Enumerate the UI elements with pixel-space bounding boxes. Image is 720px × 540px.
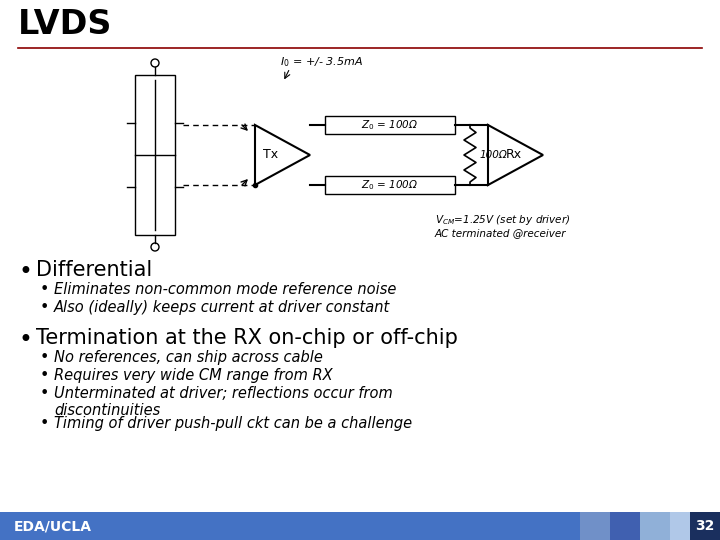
Text: •: • — [40, 368, 50, 383]
Text: Differential: Differential — [36, 260, 152, 280]
Text: I$_0$ = +/- 3.5mA: I$_0$ = +/- 3.5mA — [280, 55, 363, 69]
Text: Requires very wide CM range from RX: Requires very wide CM range from RX — [54, 368, 333, 383]
Text: EDA/UCLA: EDA/UCLA — [14, 519, 92, 533]
Text: Z$_0$ = 100Ω: Z$_0$ = 100Ω — [361, 178, 418, 192]
Bar — [610, 512, 640, 540]
Text: •: • — [18, 260, 32, 284]
Text: Z$_0$ = 100Ω: Z$_0$ = 100Ω — [361, 118, 418, 132]
Bar — [670, 512, 700, 540]
Bar — [0, 512, 580, 540]
Text: Also (ideally) keeps current at driver constant: Also (ideally) keeps current at driver c… — [54, 300, 390, 315]
Text: Eliminates non-common mode reference noise: Eliminates non-common mode reference noi… — [54, 282, 397, 297]
Text: Timing of driver push-pull ckt can be a challenge: Timing of driver push-pull ckt can be a … — [54, 416, 412, 431]
Text: •: • — [40, 300, 50, 315]
Text: V$_{CM}$=1.25V (set by driver): V$_{CM}$=1.25V (set by driver) — [435, 213, 570, 227]
Text: 32: 32 — [696, 519, 715, 533]
FancyBboxPatch shape — [325, 116, 455, 134]
Text: No references, can ship across cable: No references, can ship across cable — [54, 350, 323, 365]
Text: •: • — [40, 386, 50, 401]
Text: Rx: Rx — [506, 148, 522, 161]
Text: •: • — [40, 282, 50, 297]
Text: •: • — [40, 350, 50, 365]
Text: Termination at the RX on-chip or off-chip: Termination at the RX on-chip or off-chi… — [36, 328, 458, 348]
Bar — [640, 512, 670, 540]
Bar — [135, 75, 175, 235]
Bar — [580, 512, 610, 540]
Bar — [690, 512, 720, 540]
Text: •: • — [40, 416, 50, 431]
Text: AC terminated @receiver: AC terminated @receiver — [435, 228, 567, 238]
Text: 100Ω: 100Ω — [480, 150, 508, 160]
Text: •: • — [18, 328, 32, 352]
FancyBboxPatch shape — [325, 176, 455, 194]
Text: Tx: Tx — [263, 148, 278, 161]
Text: Unterminated at driver; reflections occur from
discontinuities: Unterminated at driver; reflections occu… — [54, 386, 392, 418]
Text: LVDS: LVDS — [18, 8, 112, 41]
